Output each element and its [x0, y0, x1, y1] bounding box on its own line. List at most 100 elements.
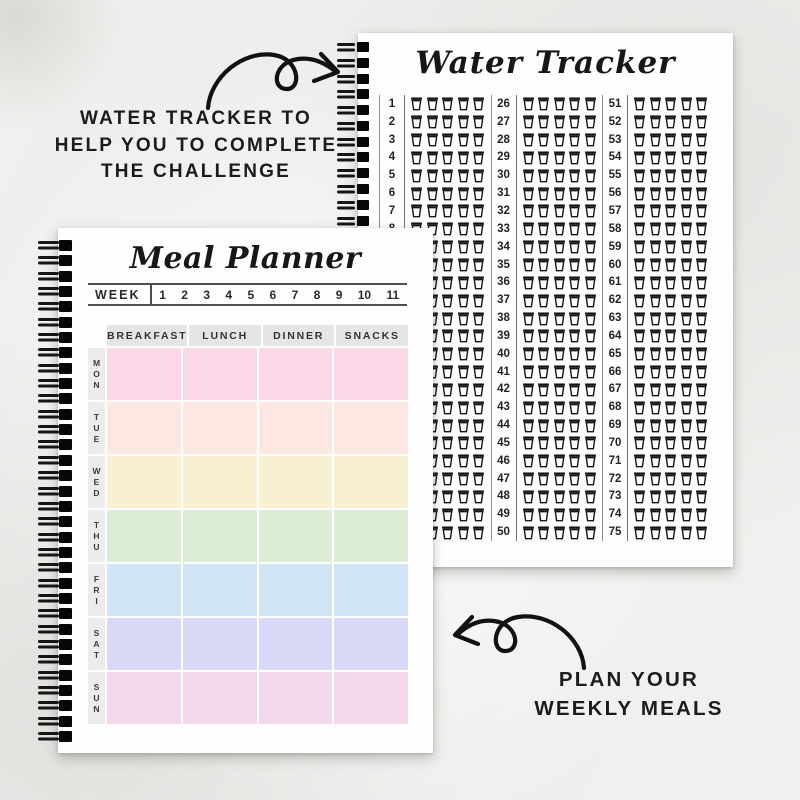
cup-icon — [695, 400, 708, 415]
cup-icon — [457, 132, 470, 147]
cup-row — [517, 452, 597, 470]
spiral-coil — [337, 73, 369, 85]
cup-icon — [553, 435, 566, 450]
spiral-coil — [337, 120, 369, 132]
cup-icon — [472, 239, 485, 254]
cup-row — [517, 131, 597, 149]
spiral-coil — [337, 215, 369, 227]
cup-icon — [522, 489, 535, 504]
week-number: 1 — [159, 287, 166, 302]
cup-icon — [472, 168, 485, 183]
spiral-coil — [38, 500, 72, 512]
cup-icon — [568, 221, 581, 236]
cup-icon — [695, 203, 708, 218]
cup-icon — [441, 186, 454, 201]
day-letter: A — [93, 638, 100, 649]
cup-icon — [457, 489, 470, 504]
cup-icon — [633, 221, 646, 236]
cup-icon — [472, 257, 485, 272]
tracker-row: 37 — [492, 291, 597, 310]
cup-icon — [457, 114, 470, 129]
cup-icon — [584, 435, 597, 450]
week-number: 11 — [386, 287, 400, 302]
tracker-column: 26 27 28 29 30 31 32 33 34 35 36 37 38 39 40 41 42 43 44 45… — [490, 95, 597, 542]
cup-icon — [633, 328, 646, 343]
spiral-coil — [38, 347, 72, 359]
cup-icon — [695, 114, 708, 129]
meal-cell — [182, 456, 257, 508]
cup-icon — [680, 400, 693, 415]
tracker-row: 73 — [603, 487, 708, 506]
cup-icon — [664, 328, 677, 343]
tracker-row: 1 — [380, 95, 485, 113]
tracker-row: 40 — [492, 344, 597, 363]
tracker-row: 66 — [603, 362, 708, 381]
tracker-day-number: 39 — [492, 326, 517, 345]
cup-icon — [584, 96, 597, 111]
cup-icon — [649, 489, 662, 504]
cup-icon — [695, 471, 708, 486]
cup-icon — [568, 239, 581, 254]
meal-column-headers: BREAKFAST LUNCH DINNER SNACKS — [107, 325, 408, 346]
cup-icon — [680, 293, 693, 308]
week-number: 7 — [291, 287, 299, 302]
cup-icon — [695, 311, 708, 326]
cup-row — [517, 488, 597, 506]
cup-icon — [649, 453, 662, 468]
tracker-day-number: 67 — [603, 380, 628, 399]
cup-icon — [664, 346, 677, 361]
spiral-coil — [38, 270, 72, 282]
cup-row — [517, 434, 597, 452]
cup-icon — [472, 186, 485, 201]
cup-row — [628, 202, 708, 220]
cup-icon — [410, 114, 423, 129]
cup-icon — [680, 186, 693, 201]
tracker-day-number: 60 — [603, 255, 628, 274]
meal-cell — [258, 672, 333, 724]
cup-icon — [680, 453, 693, 468]
spiral-coil — [38, 240, 72, 251]
cup-row — [628, 95, 708, 113]
spiral-coil — [38, 623, 72, 635]
tracker-day-number: 48 — [492, 487, 517, 506]
cup-icon — [472, 311, 485, 326]
cup-icon — [472, 203, 485, 218]
tracker-row: 51 — [603, 95, 708, 113]
cup-icon — [695, 168, 708, 183]
cup-icon — [649, 203, 662, 218]
cup-icon — [537, 293, 550, 308]
cup-row — [628, 149, 708, 167]
tracker-row: 43 — [492, 398, 597, 417]
spiral-coil — [38, 700, 72, 712]
spiral-coil — [337, 89, 369, 100]
cup-icon — [584, 114, 597, 129]
cup-icon — [522, 132, 535, 147]
cup-icon — [457, 364, 470, 379]
cup-row — [517, 95, 597, 113]
tracker-day-number: 71 — [603, 451, 628, 470]
cup-icon — [633, 453, 646, 468]
cup-icon — [633, 275, 646, 290]
cup-icon — [537, 328, 550, 343]
cup-icon — [457, 328, 470, 343]
cup-icon — [664, 114, 677, 129]
meal-cell — [258, 402, 333, 454]
cup-icon — [457, 150, 470, 165]
cup-icon — [664, 132, 677, 147]
tracker-row: 56 — [603, 184, 708, 203]
cup-row — [517, 166, 597, 184]
cup-icon — [680, 114, 693, 129]
cup-row — [628, 291, 708, 309]
cup-icon — [426, 150, 439, 165]
cup-icon — [584, 400, 597, 415]
cup-icon — [441, 382, 454, 397]
cup-icon — [537, 132, 550, 147]
cup-icon — [695, 328, 708, 343]
meal-cell — [334, 402, 408, 454]
cup-icon — [457, 382, 470, 397]
tracker-day-number: 55 — [603, 166, 628, 185]
day-letter: E — [93, 433, 100, 444]
cup-icon — [472, 382, 485, 397]
